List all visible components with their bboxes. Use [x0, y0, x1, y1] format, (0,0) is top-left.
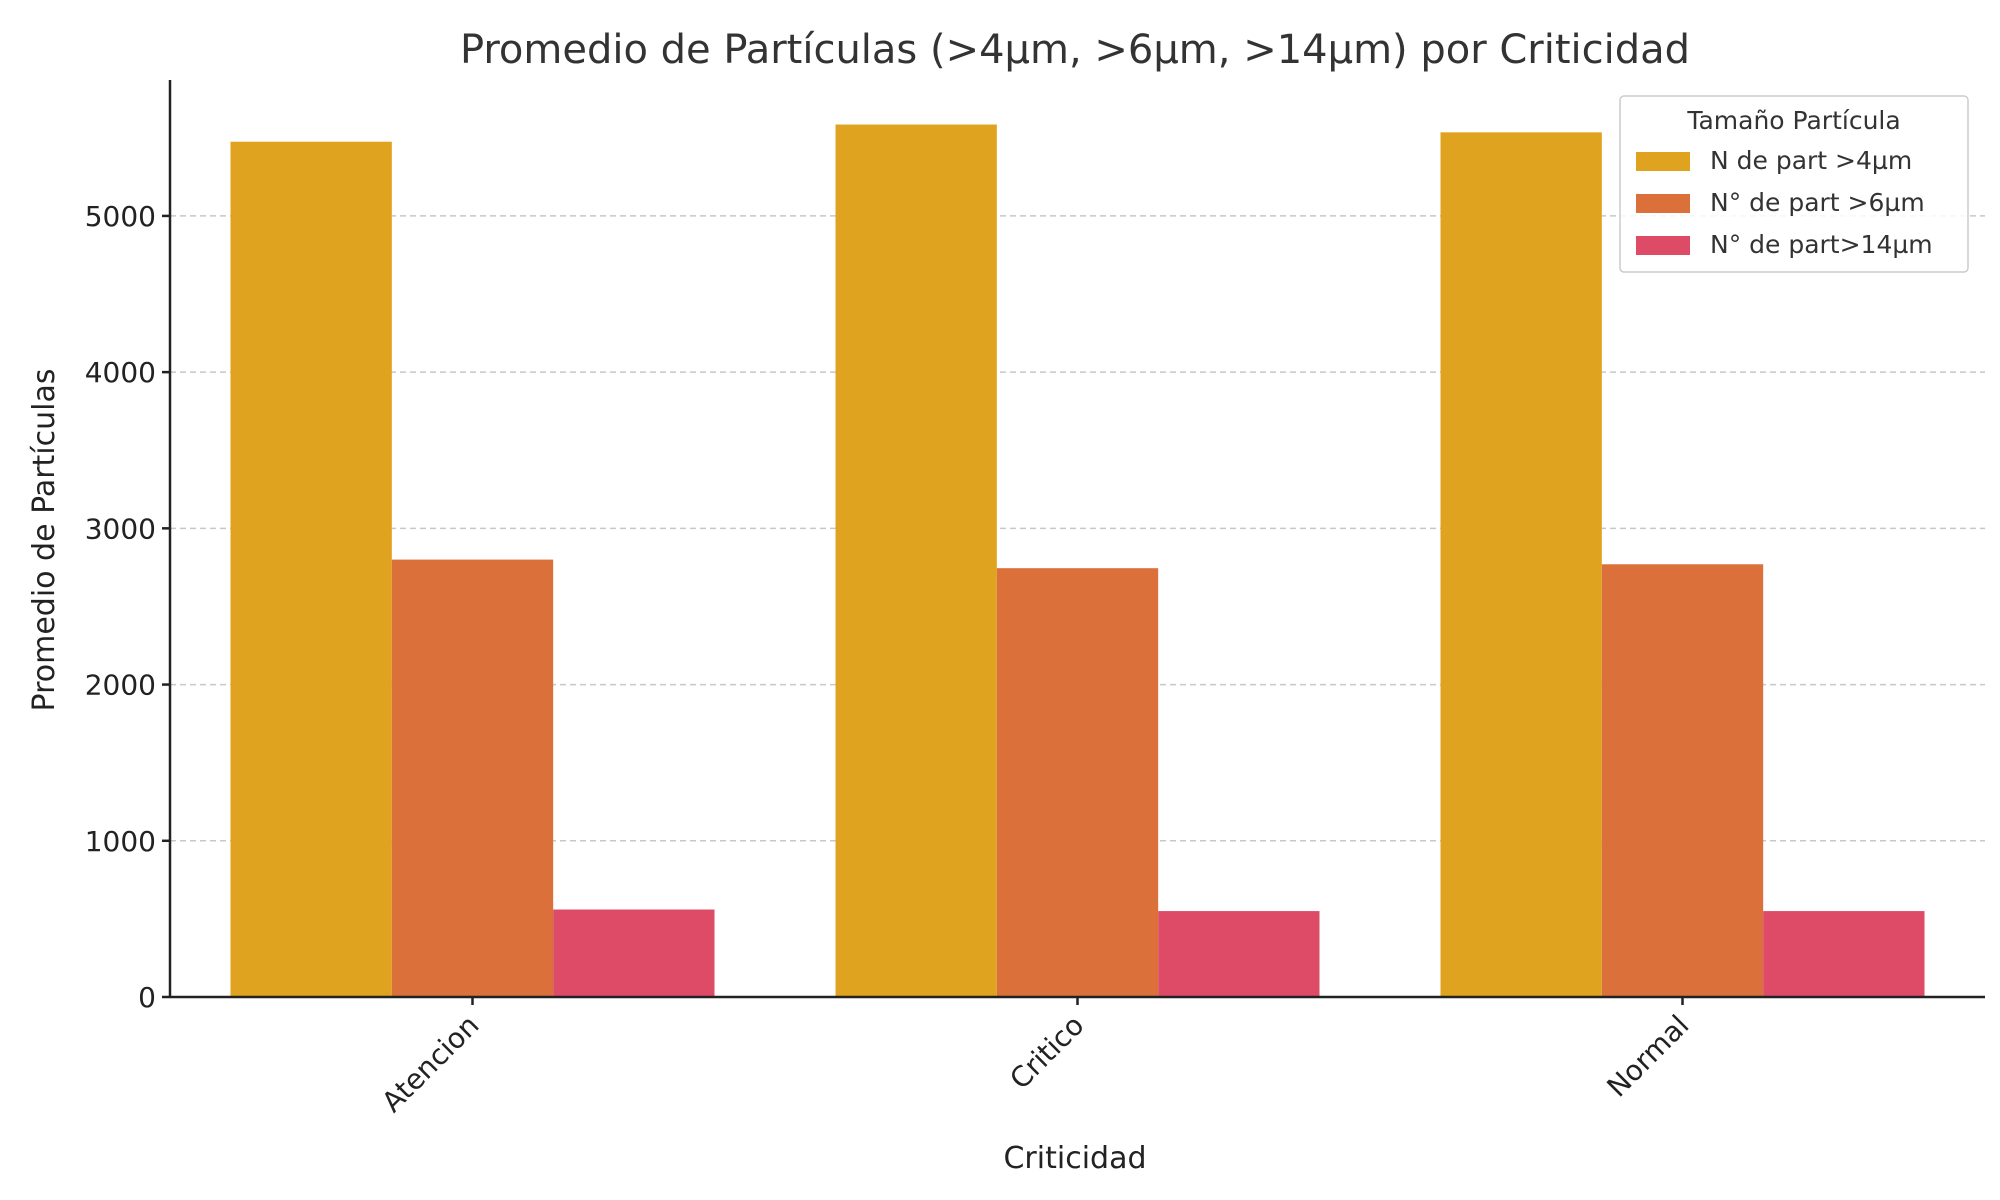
y-tick-label: 4000 — [85, 356, 156, 389]
bar — [1763, 911, 1925, 997]
legend-title: Tamaño Partícula — [1686, 106, 1900, 135]
x-axis-label: Criticidad — [1003, 1141, 1146, 1176]
bar — [1601, 564, 1764, 997]
legend-swatch — [1636, 194, 1690, 213]
y-tick-label: 5000 — [85, 200, 156, 233]
bar — [1158, 911, 1320, 997]
y-axis-label: Promedio de Partículas — [27, 369, 62, 712]
y-tick-label: 1000 — [85, 825, 156, 858]
y-tick-label: 0 — [138, 981, 156, 1014]
bar — [391, 559, 554, 997]
legend-label: N° de part >6µm — [1710, 188, 1925, 217]
x-tick-label: Normal — [1600, 1009, 1695, 1104]
legend-box — [1619, 95, 1969, 273]
bar — [230, 141, 392, 998]
legend-swatch — [1636, 152, 1690, 171]
y-axis-ticks: 0 1000 2000 3000 4000 5000 — [85, 200, 170, 1014]
y-tick-label: 3000 — [85, 512, 156, 545]
bar — [553, 909, 715, 997]
y-tick-label: 2000 — [85, 669, 156, 702]
x-axis-ticks: Atencion Critico Normal — [375, 997, 1695, 1119]
bar — [1440, 132, 1602, 997]
chart-title: Promedio de Partículas (>4µm, >6µm, >14µ… — [460, 27, 1690, 73]
bars — [230, 124, 1925, 998]
legend-swatch — [1636, 236, 1690, 255]
bar — [835, 124, 997, 997]
legend-items: N de part >4µm N° de part >6µm N° de part>… — [1636, 146, 1933, 259]
legend: Tamaño Partícula N de part >4µm N° de par… — [1619, 95, 1969, 273]
legend-label: N° de part>14µm — [1710, 230, 1933, 259]
x-tick-label: Atencion — [375, 1009, 485, 1119]
bar — [996, 568, 1159, 997]
x-tick-label: Critico — [1003, 1009, 1090, 1096]
legend-label: N de part >4µm — [1710, 146, 1912, 175]
